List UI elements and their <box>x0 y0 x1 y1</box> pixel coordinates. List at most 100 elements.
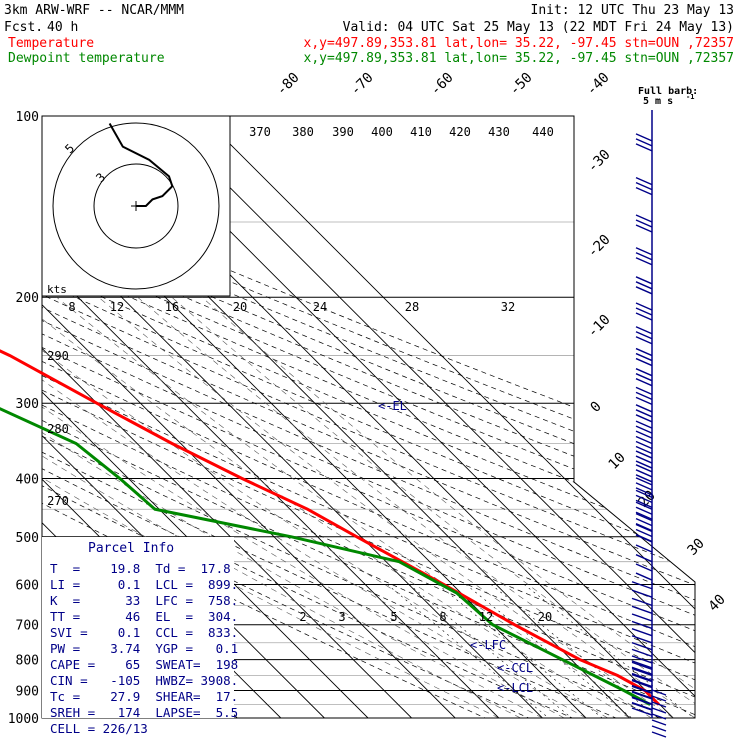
wind-barb <box>635 312 653 321</box>
mixing-ratio-line <box>408 584 572 718</box>
pressure-label: 200 <box>16 291 39 306</box>
pressure-label: 700 <box>16 619 39 634</box>
wind-barb <box>635 276 653 285</box>
wind-barb <box>635 506 653 515</box>
moist-adiabat <box>42 296 521 718</box>
wind-barb <box>631 684 653 694</box>
moist-adiabat <box>201 296 695 718</box>
wind-barb <box>635 430 653 439</box>
wind-barb <box>631 613 653 622</box>
wind-barb <box>631 581 653 590</box>
wind-barb <box>635 307 653 316</box>
mixing-ratio-line <box>523 584 694 718</box>
wind-barb <box>635 219 653 228</box>
level-annotation: <-CCL <box>497 661 533 675</box>
theta-label: 440 <box>532 125 554 139</box>
hodograph-ring-outer <box>52 122 220 290</box>
parcel-info-row: CELL = 226/13 <box>50 721 148 736</box>
dry-adiabat <box>42 116 695 718</box>
hodograph-trace <box>108 123 174 207</box>
wind-barb <box>635 414 653 423</box>
temperature-label: -60 <box>428 70 457 99</box>
wind-barb <box>635 534 653 543</box>
parcel-info-row: TT = 46 EL = 304. <box>50 609 238 624</box>
temperature-label: 10 <box>606 450 629 473</box>
wind-barb <box>635 133 653 142</box>
wind-barb-low <box>651 701 667 708</box>
dry-adiabat <box>42 116 617 718</box>
pressure-label: 500 <box>16 531 39 546</box>
temperature-label: -50 <box>507 70 536 99</box>
wind-barb <box>635 336 653 345</box>
wind-barb <box>635 347 653 357</box>
pressure-label: 400 <box>16 472 39 487</box>
moist-adiabat <box>42 296 565 718</box>
wind-barb <box>635 404 653 413</box>
profile-layer <box>0 349 660 706</box>
forecast-hours: 40 h <box>47 20 78 35</box>
wind-barb <box>635 425 653 434</box>
wind-barb <box>635 396 653 406</box>
theta-label-left: 290 <box>47 349 69 363</box>
wind-barb <box>635 499 653 508</box>
level-annotation: <-LFC <box>470 638 506 652</box>
parcel-info-row: T = 19.8 Td = 17.8 <box>50 561 231 576</box>
mixing-ratio-label: 8 <box>439 610 446 624</box>
wind-barb <box>635 257 653 266</box>
moist-adiabat <box>137 296 695 718</box>
wind-barb <box>635 378 653 387</box>
wind-barb <box>635 326 653 335</box>
dry-adiabat <box>42 116 695 718</box>
dry-adiabat <box>42 116 695 718</box>
pressure-label: 600 <box>16 578 39 593</box>
wind-barb <box>635 373 653 382</box>
wind-barb <box>631 648 653 658</box>
wind-barb <box>635 464 653 473</box>
wind-barb-low <box>651 707 667 714</box>
hodograph-tick: 32 <box>501 300 515 314</box>
model-title: 3km ARW-WRF -- NCAR/MMM <box>4 3 184 18</box>
theta-label-left: 280 <box>47 422 69 436</box>
wind-barb <box>635 440 653 450</box>
wind-barb <box>631 707 653 716</box>
wind-barb <box>635 522 653 532</box>
wind-legend: Full barb: 5 m s -1 <box>638 86 698 107</box>
wind-units-exponent: -1 <box>686 93 694 101</box>
dry-adiabat <box>42 116 695 718</box>
dry-adiabat <box>42 116 695 718</box>
dry-adiabat <box>42 116 695 718</box>
parcel-info-row: Tc = 27.9 SHEAR= 17. <box>50 689 238 704</box>
moist-adiabat <box>171 296 695 718</box>
temperature-label: -20 <box>585 232 614 261</box>
wind-barb <box>635 487 653 496</box>
parcel-info-row: K = 33 LFC = 758. <box>50 593 238 608</box>
wind-barb <box>631 691 653 700</box>
isotherm-line <box>42 116 500 718</box>
wind-barb <box>635 528 653 538</box>
pressure-label: 300 <box>16 397 39 412</box>
wind-barb <box>635 247 653 256</box>
moist-adiabat <box>42 296 630 718</box>
mixing-ratio-line <box>387 584 549 718</box>
wind-barb <box>635 176 653 186</box>
wind-barb <box>635 477 653 486</box>
wind-barb <box>631 672 653 682</box>
wind-barb <box>635 186 653 196</box>
theta-label: 370 <box>249 125 271 139</box>
wind-barb <box>635 523 653 533</box>
wind-barb <box>635 286 653 295</box>
temperature-legend: Temperature <box>8 36 94 51</box>
mixing-ratio-label: 2 <box>299 610 306 624</box>
isotherm-line <box>42 116 543 718</box>
parcel-info-row: PW = 3.74 YGP = 0.1 <box>50 641 238 656</box>
wind-barb <box>635 302 653 311</box>
theta-label: 400 <box>371 125 393 139</box>
wind-barb <box>635 181 653 191</box>
mixing-ratio-line <box>465 584 632 718</box>
hodograph-tick: 16 <box>165 300 179 314</box>
pressure-label: 100 <box>16 110 39 125</box>
parcel-info-row: CIN = -105 HWBZ= 3908. <box>50 673 238 688</box>
wind-barb <box>635 214 653 223</box>
